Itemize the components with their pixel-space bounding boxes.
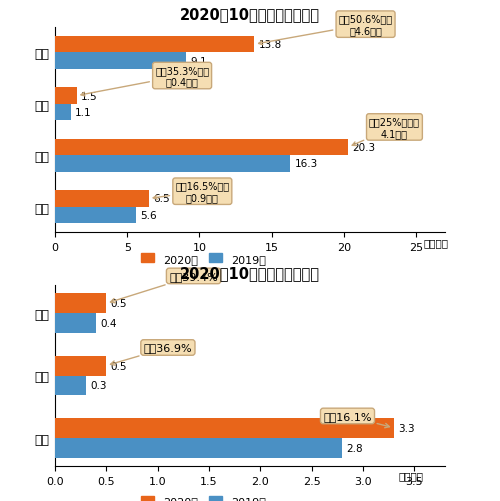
Bar xyxy=(55,207,136,223)
Title: 2020年10月客车分车型销量: 2020年10月客车分车型销量 xyxy=(180,265,320,280)
Bar xyxy=(55,438,343,458)
Bar xyxy=(55,294,106,314)
Bar xyxy=(55,156,290,172)
Legend: 2020年, 2019年: 2020年, 2019年 xyxy=(136,491,270,501)
Text: 1.5: 1.5 xyxy=(81,91,98,101)
Text: 20.3: 20.3 xyxy=(352,143,376,153)
Bar xyxy=(55,37,254,53)
Text: 增长39.4%: 增长39.4% xyxy=(110,272,218,303)
Bar xyxy=(55,53,186,70)
Text: 13.8: 13.8 xyxy=(258,40,282,50)
Bar xyxy=(55,88,76,105)
Text: 增长25%，增加
4.1万辆: 增长25%，增加 4.1万辆 xyxy=(352,117,420,146)
Legend: 2020年, 2019年: 2020年, 2019年 xyxy=(136,249,270,269)
Title: 2020年10月货车分车型销量: 2020年10月货车分车型销量 xyxy=(180,7,320,22)
Text: 增长50.6%，增
加4.6万辆: 增长50.6%，增 加4.6万辆 xyxy=(258,15,392,46)
Text: 0.5: 0.5 xyxy=(110,361,127,371)
Text: 增长35.3%，增
加0.4万辆: 增长35.3%，增 加0.4万辆 xyxy=(81,66,209,97)
Bar xyxy=(55,356,106,376)
Text: 0.3: 0.3 xyxy=(90,381,106,391)
Text: 增长16.1%: 增长16.1% xyxy=(323,411,390,428)
Text: 1.1: 1.1 xyxy=(75,108,92,118)
Text: （万辆）: （万辆） xyxy=(399,470,424,480)
Text: 9.1: 9.1 xyxy=(191,57,208,67)
Bar xyxy=(55,314,96,334)
Text: 3.3: 3.3 xyxy=(398,423,414,433)
Bar xyxy=(55,105,71,121)
Text: 6.5: 6.5 xyxy=(153,194,170,204)
Bar xyxy=(55,418,394,438)
Text: 0.5: 0.5 xyxy=(110,299,127,309)
Bar xyxy=(55,139,348,156)
Text: 增长16.5%，增
加0.9万辆: 增长16.5%，增 加0.9万辆 xyxy=(153,181,230,202)
Text: 2.8: 2.8 xyxy=(346,443,363,453)
Bar xyxy=(55,376,86,396)
Text: 增长36.9%: 增长36.9% xyxy=(110,343,192,365)
Text: （万辆）: （万辆） xyxy=(424,238,448,248)
Bar xyxy=(55,191,149,207)
Text: 0.4: 0.4 xyxy=(100,319,116,329)
Text: 16.3: 16.3 xyxy=(295,159,318,169)
Text: 5.6: 5.6 xyxy=(140,210,157,220)
